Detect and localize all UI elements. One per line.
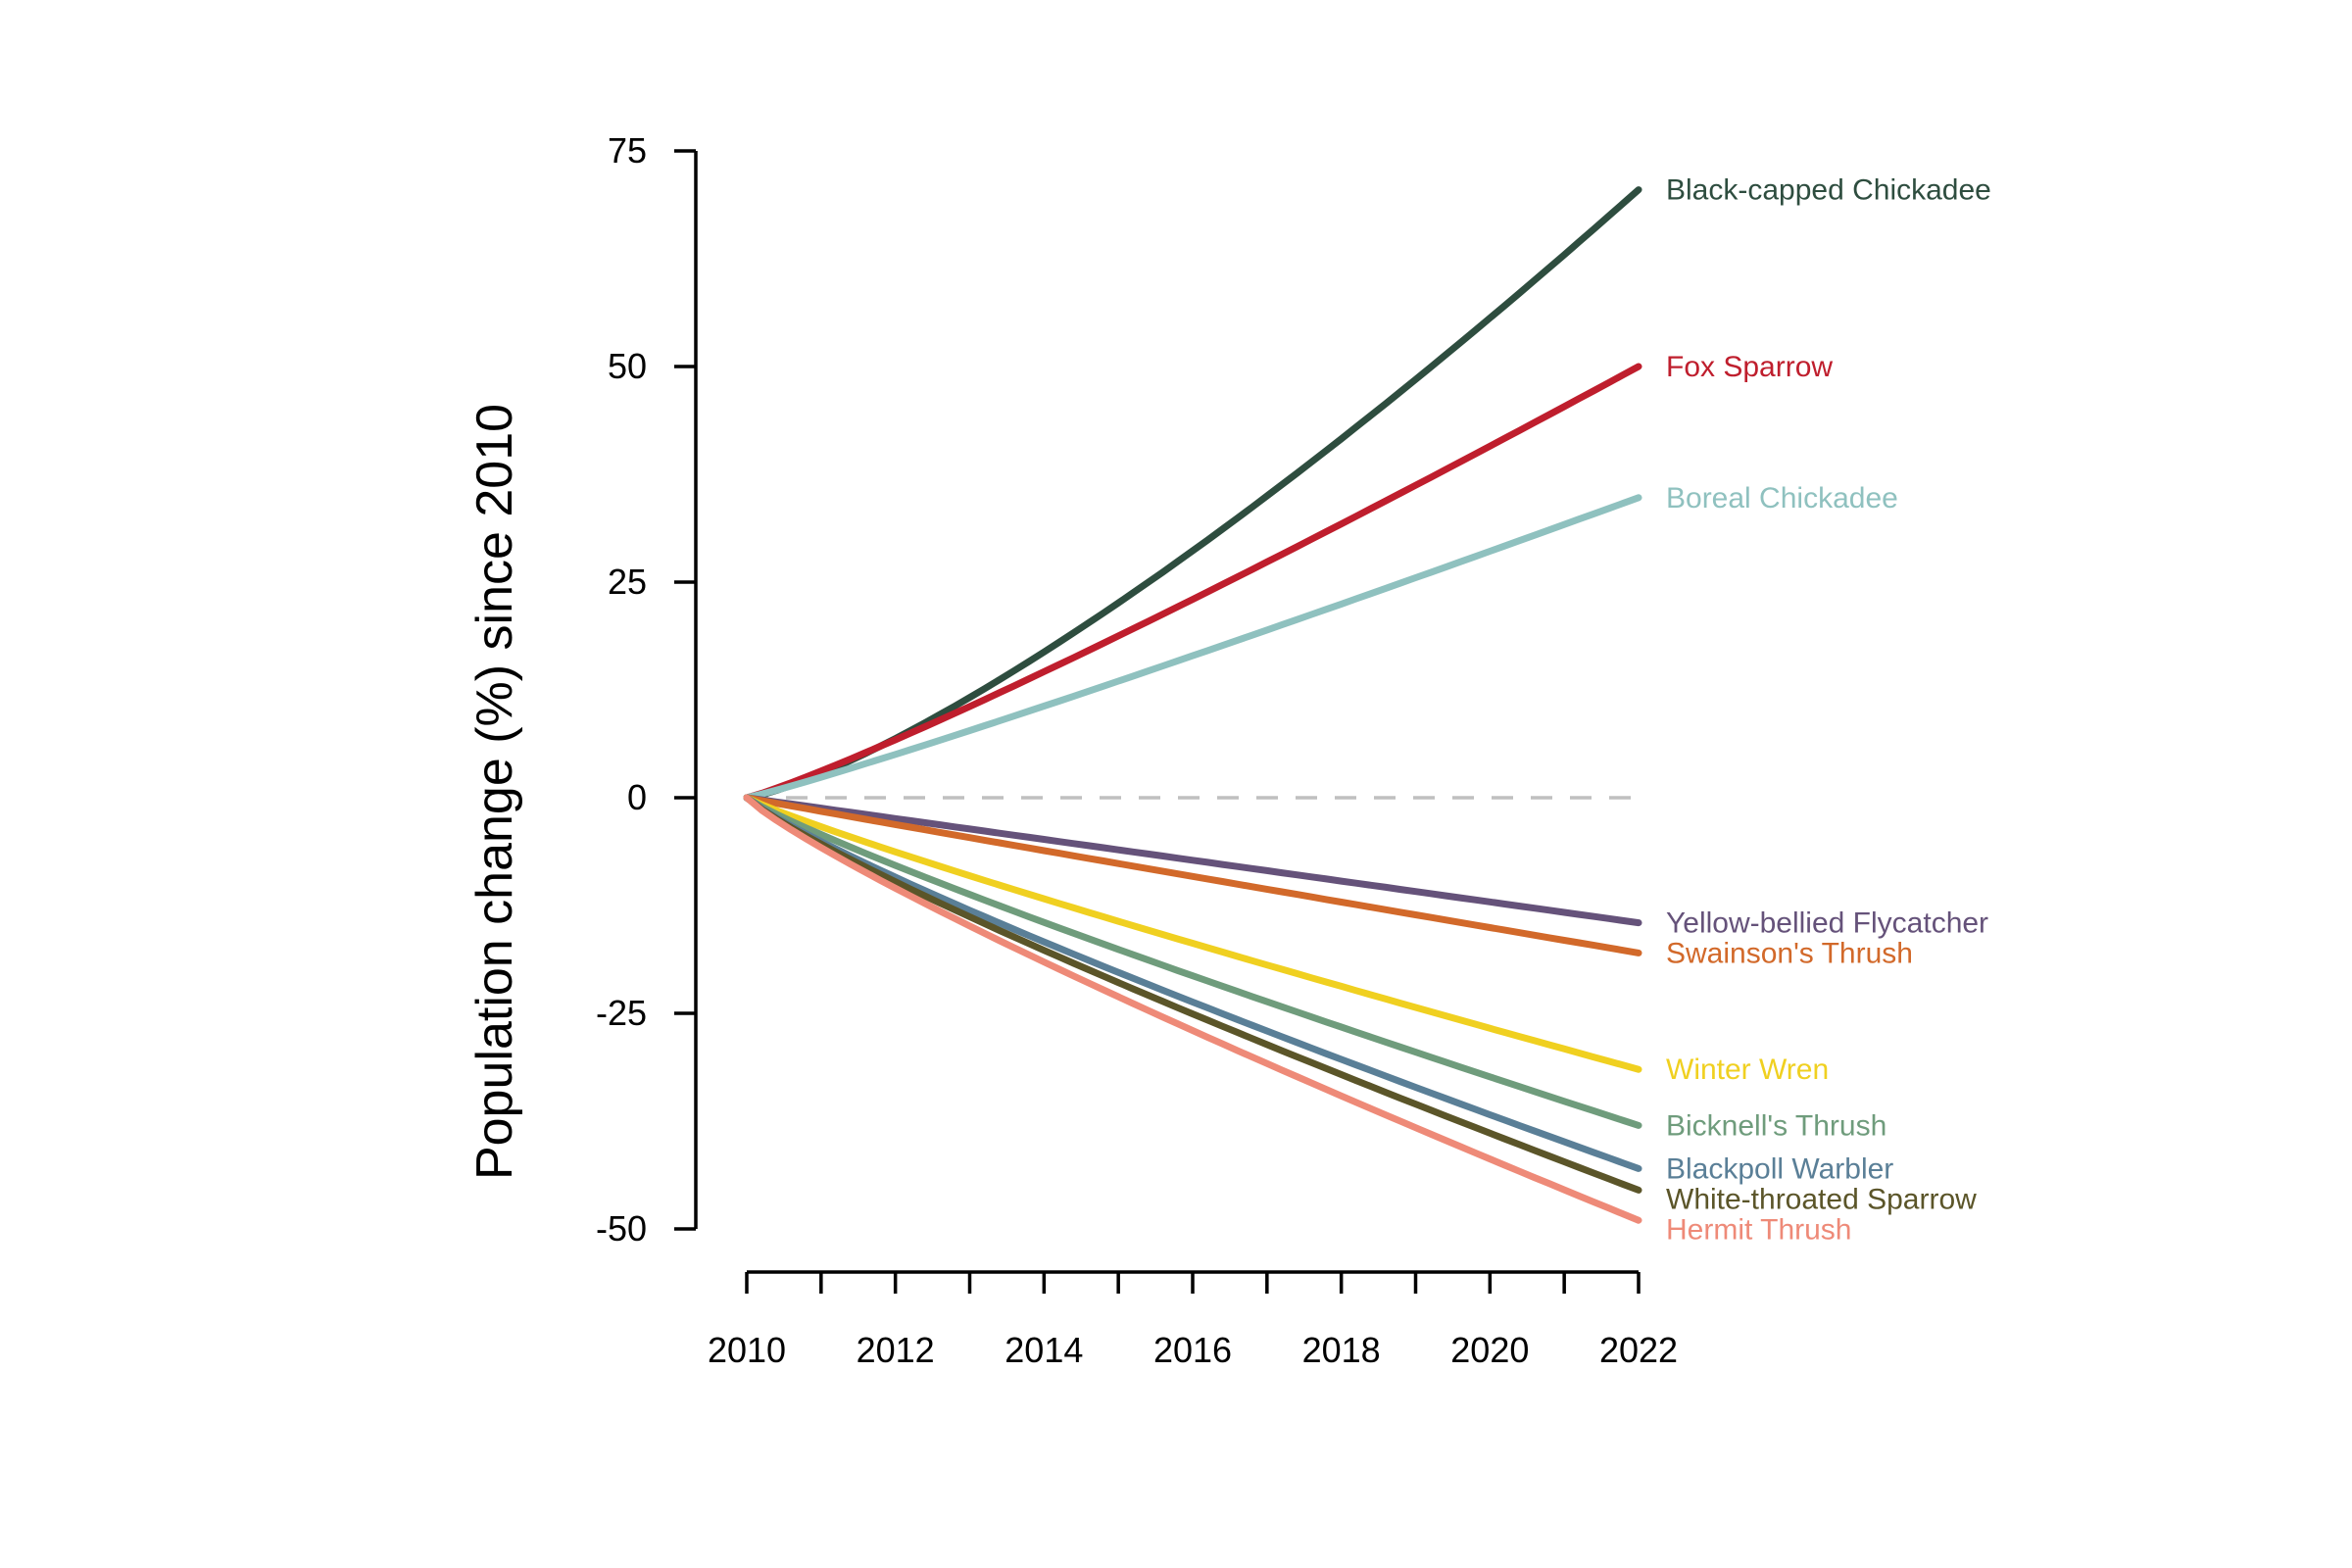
series-label-boreal-chickadee: Boreal Chickadee: [1666, 482, 1898, 514]
series-label-bicknell-s-thrush: Bicknell's Thrush: [1666, 1109, 1886, 1142]
series-label-blackpoll-warbler: Blackpoll Warbler: [1666, 1152, 1893, 1185]
y-axis-label: Population change (%) since 2010: [466, 404, 523, 1180]
series-line-fox-sparrow: [743, 363, 1642, 802]
y-tick-label: -50: [596, 1208, 647, 1249]
series-label-winter-wren: Winter Wren: [1666, 1054, 1829, 1086]
series-line-blackpoll-warbler: [743, 794, 1642, 1172]
x-tick-label: 2020: [1450, 1330, 1529, 1370]
series-line-boreal-chickadee: [743, 494, 1642, 802]
series-label-fox-sparrow: Fox Sparrow: [1666, 351, 1833, 383]
y-axis: 75 50 25 0 -25 -50: [596, 130, 698, 1249]
y-tick-label: 25: [608, 562, 647, 602]
series-label-white-throated-sparrow: White-throated Sparrow: [1666, 1183, 1977, 1215]
y-tick-label: 50: [608, 346, 647, 386]
series-line-yellow-bellied-flycatcher: [743, 794, 1642, 927]
series-labels: Black-capped Chickadee Fox Sparrow Boreal …: [1666, 174, 1991, 1247]
series-line-bicknell-s-thrush: [743, 794, 1642, 1129]
series-label-hermit-thrush: Hermit Thrush: [1666, 1213, 1852, 1246]
series-label-swainson-s-thrush: Swainson's Thrush: [1666, 938, 1913, 970]
series-line-black-capped-chickadee: [743, 186, 1642, 802]
series-label-yellow-bellied-flycatcher: Yellow-bellied Flycatcher: [1666, 907, 1988, 940]
x-tick-label: 2012: [857, 1330, 935, 1370]
series-line-hermit-thrush: [743, 794, 1642, 1224]
y-tick-label: 0: [627, 777, 647, 817]
series-label-black-capped-chickadee: Black-capped Chickadee: [1666, 174, 1991, 207]
x-tick-label: 2014: [1004, 1330, 1083, 1370]
x-tick-label: 2010: [708, 1330, 786, 1370]
x-tick-label: 2022: [1599, 1330, 1678, 1370]
x-tick-label: 2016: [1153, 1330, 1232, 1370]
y-tick-label: 75: [608, 130, 647, 171]
x-axis: 2010 2012 2014 2016 2018 2020 2022: [708, 1270, 1678, 1370]
x-tick-label: 2018: [1302, 1330, 1381, 1370]
series-line-swainson-s-thrush: [743, 794, 1642, 956]
y-tick-label: -25: [596, 993, 647, 1033]
series-line-winter-wren: [743, 794, 1642, 1073]
series-line-white-throated-sparrow: [743, 794, 1642, 1194]
series-lines: [743, 186, 1642, 1224]
